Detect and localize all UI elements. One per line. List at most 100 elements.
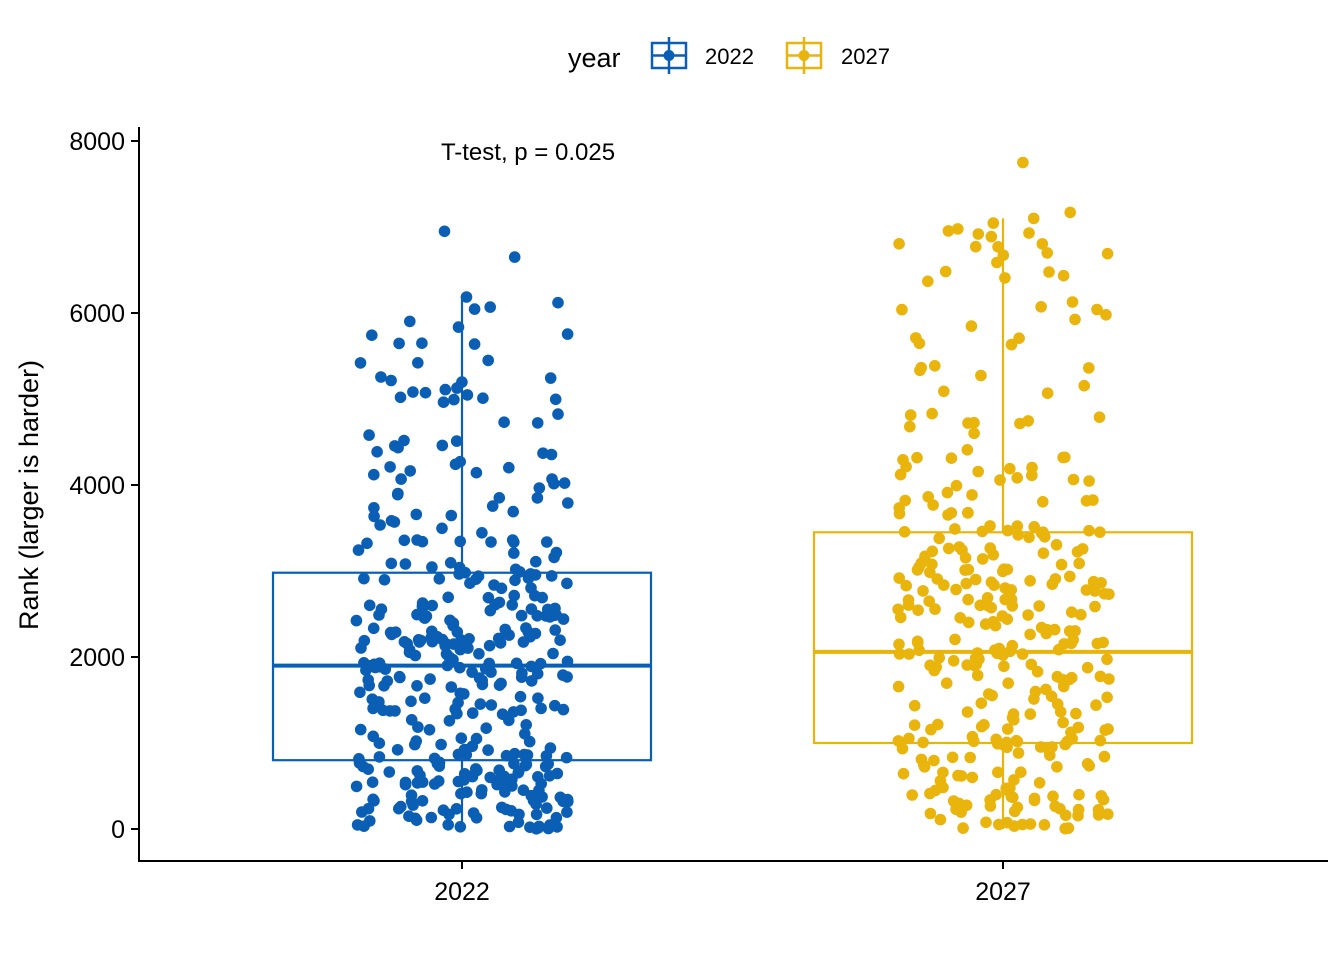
point-2027 xyxy=(1015,766,1027,778)
point-2022 xyxy=(440,638,453,650)
point-2022 xyxy=(552,296,564,309)
legend-key-2027 xyxy=(785,37,823,74)
point-2022 xyxy=(450,435,463,447)
point-2022 xyxy=(363,660,376,672)
point-2022 xyxy=(466,707,479,719)
point-2027 xyxy=(1066,733,1078,745)
point-2027 xyxy=(1059,451,1071,464)
point-2027 xyxy=(979,618,992,630)
point-2027 xyxy=(1052,643,1065,656)
point-2027 xyxy=(1037,547,1050,559)
point-2022 xyxy=(385,557,398,570)
point-2027 xyxy=(1033,600,1045,612)
point-2022 xyxy=(362,763,375,775)
point-2022 xyxy=(378,574,391,586)
point-2022 xyxy=(482,744,494,756)
point-2022 xyxy=(508,536,520,548)
point-2027 xyxy=(1059,809,1072,822)
point-2027 xyxy=(893,638,905,651)
point-2022 xyxy=(384,705,396,717)
point-2022 xyxy=(393,802,405,815)
point-2027 xyxy=(893,648,906,660)
point-2027 xyxy=(1026,461,1038,474)
point-2027 xyxy=(1063,673,1076,686)
point-2027 xyxy=(1034,741,1047,753)
point-2027 xyxy=(929,603,941,615)
point-2022 xyxy=(509,574,521,587)
point-2022 xyxy=(561,655,574,668)
point-2022 xyxy=(404,315,416,328)
point-2022 xyxy=(416,337,428,350)
point-2022 xyxy=(454,455,467,468)
point-2027 xyxy=(908,699,921,712)
point-2022 xyxy=(412,357,424,369)
point-2022 xyxy=(493,777,505,790)
point-2027 xyxy=(1035,301,1047,313)
point-2022 xyxy=(461,786,473,798)
point-2022 xyxy=(352,544,365,556)
point-2022 xyxy=(541,536,553,548)
point-2022 xyxy=(545,448,558,461)
point-2027 xyxy=(1031,665,1044,678)
point-2022 xyxy=(452,696,464,709)
point-2027 xyxy=(954,612,966,624)
y-tick-label: 0 xyxy=(111,816,125,844)
x-tick-label: 2027 xyxy=(975,878,1031,906)
point-2022 xyxy=(354,686,366,699)
point-2022 xyxy=(425,631,438,644)
point-2027 xyxy=(1050,539,1063,551)
point-2022 xyxy=(432,775,445,787)
point-2027 xyxy=(994,474,1006,486)
outlier-point-2027 xyxy=(1017,156,1029,169)
point-2027 xyxy=(959,552,972,564)
point-2027 xyxy=(899,494,911,507)
point-2022 xyxy=(371,446,383,458)
point-2022 xyxy=(508,757,520,770)
point-2022 xyxy=(374,519,386,531)
point-2027 xyxy=(952,769,964,782)
point-2027 xyxy=(999,593,1011,606)
point-2022 xyxy=(503,461,515,474)
point-2022 xyxy=(532,692,544,704)
point-2027 xyxy=(892,735,905,747)
point-2027 xyxy=(924,659,936,672)
point-2027 xyxy=(1076,543,1089,555)
point-2027 xyxy=(1005,584,1018,596)
point-2022 xyxy=(404,465,417,477)
point-2022 xyxy=(522,572,535,584)
point-2022 xyxy=(483,657,496,670)
point-2027 xyxy=(915,753,928,766)
point-2027 xyxy=(1008,774,1020,786)
point-2027 xyxy=(1062,822,1075,834)
point-2027 xyxy=(933,532,945,545)
point-2022 xyxy=(350,780,363,793)
point-2027 xyxy=(1080,584,1093,596)
point-2027 xyxy=(894,611,907,624)
point-2022 xyxy=(486,500,499,512)
outlier-point-2027 xyxy=(1064,206,1076,219)
point-2022 xyxy=(498,416,510,429)
point-2022 xyxy=(518,748,530,761)
point-2022 xyxy=(492,632,505,645)
point-2022 xyxy=(551,767,564,780)
point-2022 xyxy=(356,806,368,818)
point-2022 xyxy=(439,383,452,396)
point-2022 xyxy=(561,806,573,818)
point-2027 xyxy=(917,585,929,597)
y-ticks: 0 2000 4000 6000 8000 xyxy=(69,128,139,844)
point-2027 xyxy=(972,465,984,478)
point-2022 xyxy=(366,693,379,705)
t-test-annotation: T-test, p = 0.025 xyxy=(441,139,615,166)
point-2027 xyxy=(1078,379,1090,392)
point-2022 xyxy=(540,610,552,622)
point-2022 xyxy=(485,699,498,711)
point-2027 xyxy=(989,619,1002,632)
point-2022 xyxy=(391,744,404,756)
point-2022 xyxy=(530,555,542,568)
point-2027 xyxy=(1072,803,1085,816)
point-2022 xyxy=(399,776,412,789)
point-2022 xyxy=(454,661,466,674)
point-2027 xyxy=(1099,724,1111,736)
point-2022 xyxy=(561,577,573,590)
point-2022 xyxy=(506,599,518,611)
